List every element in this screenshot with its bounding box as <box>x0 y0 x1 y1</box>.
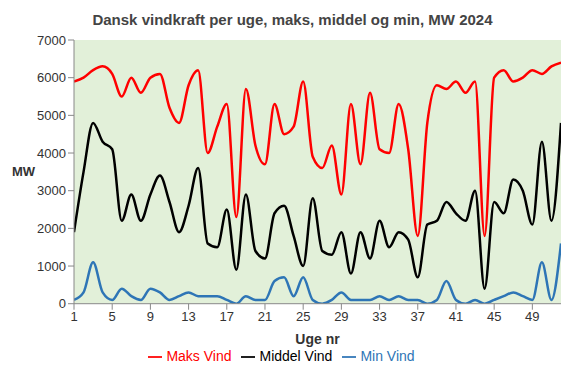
svg-text:2000: 2000 <box>37 221 66 236</box>
svg-text:0: 0 <box>59 296 66 311</box>
svg-text:4000: 4000 <box>37 146 66 161</box>
svg-text:45: 45 <box>487 309 501 324</box>
svg-text:MW: MW <box>12 164 36 179</box>
html-text:Dansk vindkraft per uge, maks,: Dansk vindkraft per uge, maks, middel og… <box>92 11 493 28</box>
svg-text:5: 5 <box>109 309 116 324</box>
svg-text:1: 1 <box>70 309 77 324</box>
svg-text:29: 29 <box>334 309 348 324</box>
svg-text:13: 13 <box>181 309 195 324</box>
svg-text:41: 41 <box>449 309 463 324</box>
html-text:Middel Vind: Middel Vind <box>259 347 333 364</box>
svg-text:3000: 3000 <box>37 183 66 198</box>
svg-text:9: 9 <box>147 309 154 324</box>
html-text:Min Vind: Min Vind <box>360 347 415 364</box>
svg-text:6000: 6000 <box>37 70 66 85</box>
svg-text:37: 37 <box>411 309 425 324</box>
html-text:Maks Vind: Maks Vind <box>166 347 232 364</box>
svg-text:17: 17 <box>220 309 234 324</box>
svg-text:5000: 5000 <box>37 108 66 123</box>
svg-text:7000: 7000 <box>37 33 66 48</box>
svg-text:25: 25 <box>296 309 310 324</box>
svg-text:33: 33 <box>372 309 386 324</box>
svg-text:Uge nr: Uge nr <box>295 331 340 347</box>
svg-text:1000: 1000 <box>37 259 66 274</box>
svg-text:21: 21 <box>258 309 272 324</box>
svg-text:49: 49 <box>525 309 539 324</box>
